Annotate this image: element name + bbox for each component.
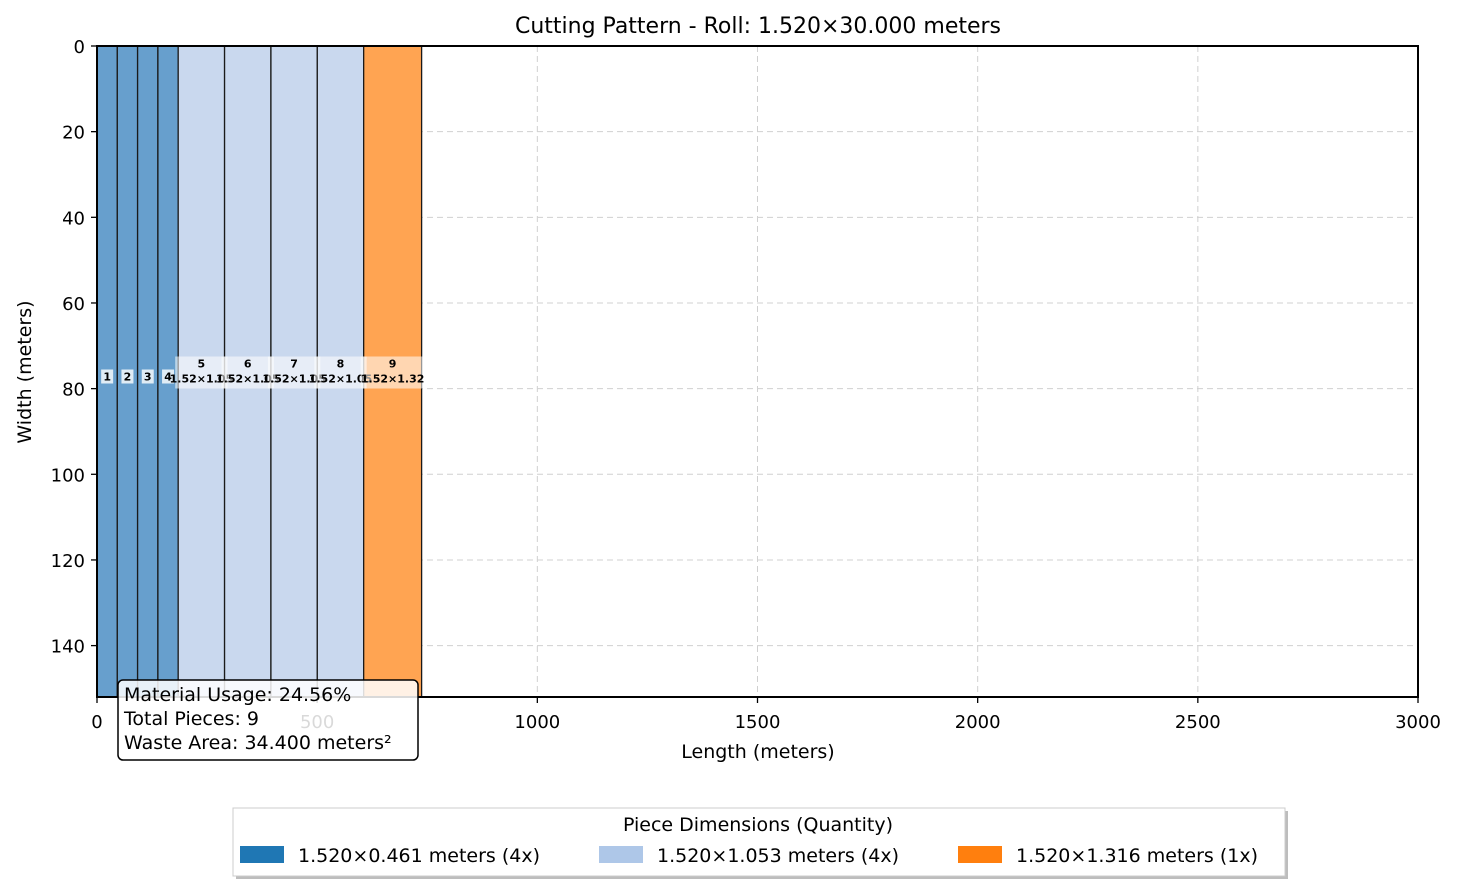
y-tick-label: 40	[62, 208, 85, 229]
piece-label-bg-9	[360, 356, 425, 389]
legend-entries: 1.520×0.461 meters (4x) 1.520×1.053 meter…	[240, 845, 1258, 867]
y-tick-label: 60	[62, 294, 85, 315]
piece-label-bg-1	[101, 369, 114, 384]
piece-label-dims-5: 1.52×1.05	[170, 373, 234, 386]
y-axis-title: Width (meters)	[14, 300, 36, 443]
piece-label-num-5: 5	[198, 358, 206, 371]
x-tick-label: 2500	[1175, 712, 1221, 733]
stats-material-usage: Material Usage: 24.56%	[124, 684, 351, 706]
stats-total-pieces: Total Pieces: 9	[123, 708, 259, 730]
legend-swatch-3	[958, 846, 1002, 863]
piece-label-bg-2	[121, 369, 134, 384]
piece-label-dims-6: 1.52×1.05	[216, 373, 280, 386]
x-tick-label: 1000	[514, 712, 560, 733]
piece-label-bg-4	[162, 369, 175, 384]
legend-label-1: 1.520×0.461 meters (4x)	[298, 845, 540, 867]
piece-label-bg-6	[221, 356, 274, 389]
stats-box: Material Usage: 24.56% Total Pieces: 9 W…	[117, 679, 419, 761]
x-axis-title: Length (meters)	[681, 741, 834, 763]
x-tick-label: 3000	[1395, 712, 1441, 733]
piece-label-2: 2	[124, 371, 132, 384]
legend-label-2: 1.520×1.053 meters (4x)	[657, 845, 899, 867]
piece-label-bg-5	[175, 356, 228, 389]
piece-label-dims-9: 1.52×1.32	[361, 373, 425, 386]
piece-label-num-9: 9	[389, 358, 397, 371]
piece-labels: 1 2 3 4 5 1.52×1.05 6 1.52×1.05 7 1.52×1.05 8 1.52×…	[101, 356, 425, 389]
piece-label-num-7: 7	[290, 358, 298, 371]
piece-label-bg-7	[267, 356, 321, 389]
x-tick-label: 0	[91, 712, 102, 733]
y-tick-label: 0	[74, 37, 85, 58]
legend: Piece Dimensions (Quantity) 1.520×0.461 …	[232, 807, 1288, 879]
legend-swatch-1	[240, 846, 284, 863]
y-tick-label: 80	[62, 380, 85, 401]
y-tick-label: 140	[51, 637, 85, 658]
chart-title: Cutting Pattern - Roll: 1.520×30.000 met…	[515, 14, 1001, 39]
legend-label-3: 1.520×1.316 meters (1x)	[1016, 845, 1258, 867]
y-axis-ticks: 0 20 40 60 80 100 120 140	[51, 37, 97, 658]
x-tick-label: 2000	[955, 712, 1001, 733]
piece-label-dims-7: 1.52×1.05	[262, 373, 326, 386]
y-tick-label: 20	[62, 123, 85, 144]
piece-label-dims-8: 1.52×1.05	[309, 373, 373, 386]
piece-label-3: 3	[144, 371, 152, 384]
piece-label-num-6: 6	[244, 358, 252, 371]
legend-frame	[232, 807, 1286, 877]
piece-label-4: 4	[164, 371, 172, 384]
stats-waste-area: Waste Area: 34.400 meters²	[124, 732, 392, 754]
x-tick-label: 1500	[735, 712, 781, 733]
x-axis-ticks: 050010001500200025003000	[91, 697, 1441, 733]
stats-box-frame	[117, 679, 419, 761]
piece-label-bg-8	[314, 356, 367, 389]
legend-title: Piece Dimensions (Quantity)	[623, 814, 893, 836]
piece-label-1: 1	[103, 371, 111, 384]
piece-label-num-8: 8	[337, 358, 345, 371]
y-tick-label: 100	[51, 465, 85, 486]
piece-label-bg-3	[141, 369, 154, 384]
legend-swatch-2	[599, 846, 643, 863]
y-tick-label: 120	[51, 551, 85, 572]
